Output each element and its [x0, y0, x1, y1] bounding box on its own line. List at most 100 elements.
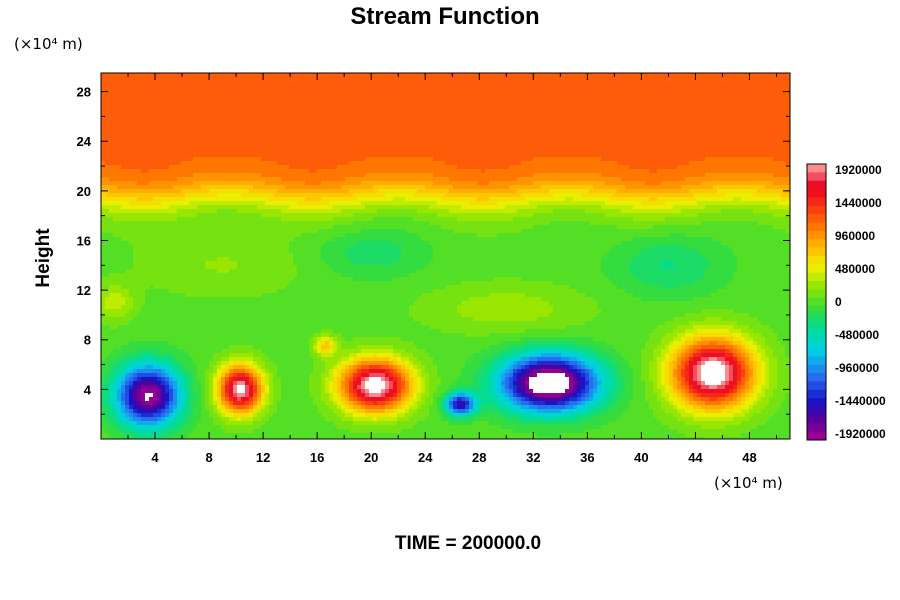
field-cell	[281, 421, 286, 426]
field-cell	[153, 377, 158, 382]
field-cell	[225, 309, 230, 314]
field-cell	[261, 321, 266, 326]
field-cell	[313, 93, 318, 98]
field-cell	[113, 241, 118, 246]
field-cell	[225, 361, 230, 366]
field-cell	[173, 405, 178, 410]
field-cell	[293, 297, 298, 302]
field-cell	[261, 85, 266, 90]
field-cell	[165, 101, 170, 106]
field-cell	[113, 301, 118, 306]
field-cell	[253, 281, 258, 286]
field-cell	[153, 193, 158, 198]
field-cell	[261, 397, 266, 402]
field-cell	[293, 345, 298, 350]
field-cell	[141, 329, 146, 334]
field-cell	[269, 381, 274, 386]
field-cell	[241, 369, 246, 374]
field-cell	[233, 257, 238, 262]
field-cell	[277, 197, 282, 202]
field-cell	[193, 89, 198, 94]
field-cell	[209, 409, 214, 414]
field-cell	[257, 213, 262, 218]
field-cell	[289, 233, 294, 238]
field-cell	[269, 101, 274, 106]
field-cell	[225, 77, 230, 82]
field-cell	[197, 77, 202, 82]
field-cell	[249, 369, 254, 374]
field-cell	[113, 381, 118, 386]
field-cell	[153, 349, 158, 354]
field-cell	[249, 133, 254, 138]
field-cell	[161, 365, 166, 370]
field-cell	[181, 141, 186, 146]
field-cell	[185, 325, 190, 330]
field-cell	[293, 185, 298, 190]
field-cell	[105, 425, 110, 430]
field-cell	[293, 177, 298, 182]
field-cell	[265, 389, 270, 394]
field-cell	[297, 173, 302, 178]
field-cell	[217, 317, 222, 322]
field-cell	[309, 145, 314, 150]
field-cell	[149, 181, 154, 186]
field-cell	[225, 437, 230, 439]
field-cell	[237, 221, 242, 226]
field-cell	[197, 425, 202, 430]
field-cell	[237, 205, 242, 210]
field-cell	[153, 165, 158, 170]
field-cell	[289, 277, 294, 282]
field-cell	[129, 237, 134, 242]
field-cell	[185, 105, 190, 110]
field-cell	[145, 321, 150, 326]
field-cell	[273, 369, 278, 374]
field-cell	[197, 89, 202, 94]
field-cell	[249, 373, 254, 378]
field-cell	[177, 305, 182, 310]
field-cell	[105, 205, 110, 210]
field-cell	[101, 429, 106, 434]
field-cell	[113, 225, 118, 230]
field-cell	[269, 269, 274, 274]
field-cell	[257, 189, 262, 194]
field-cell	[113, 137, 118, 142]
field-cell	[141, 149, 146, 154]
field-cell	[157, 289, 162, 294]
field-cell	[153, 161, 158, 166]
field-cell	[149, 369, 154, 374]
field-cell	[257, 157, 262, 162]
field-cell	[153, 317, 158, 322]
field-cell	[197, 373, 202, 378]
field-cell	[153, 273, 158, 278]
field-cell	[245, 341, 250, 346]
field-cell	[121, 237, 126, 242]
field-cell	[245, 333, 250, 338]
field-cell	[125, 401, 130, 406]
field-cell	[257, 217, 262, 222]
field-cell	[197, 437, 202, 439]
field-cell	[225, 325, 230, 330]
field-cell	[169, 89, 174, 94]
field-cell	[277, 433, 282, 438]
field-cell	[293, 365, 298, 370]
field-cell	[141, 301, 146, 306]
field-cell	[105, 157, 110, 162]
field-cell	[217, 397, 222, 402]
field-cell	[305, 273, 310, 278]
field-cell	[245, 141, 250, 146]
field-cell	[117, 181, 122, 186]
field-cell	[169, 221, 174, 226]
field-cell	[141, 257, 146, 262]
field-cell	[145, 421, 150, 426]
field-cell	[249, 417, 254, 422]
field-cell	[233, 345, 238, 350]
field-cell	[153, 425, 158, 430]
field-cell	[181, 277, 186, 282]
field-cell	[141, 369, 146, 374]
field-cell	[133, 153, 138, 158]
field-cell	[137, 89, 142, 94]
field-cell	[189, 189, 194, 194]
field-cell	[157, 165, 162, 170]
field-cell	[133, 377, 138, 382]
field-cell	[257, 349, 262, 354]
